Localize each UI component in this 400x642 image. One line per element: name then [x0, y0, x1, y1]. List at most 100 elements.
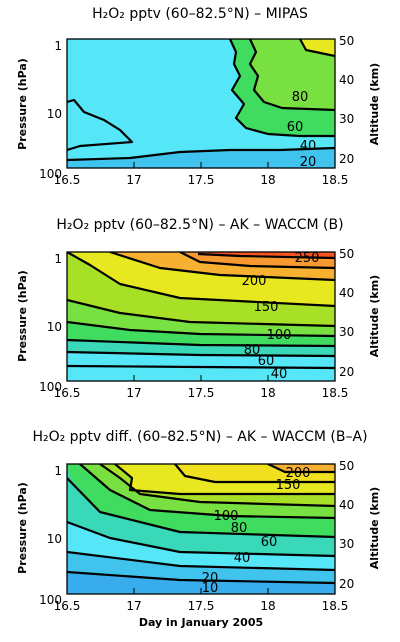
y2-tick-label: 40 [339, 73, 354, 87]
x-tick-label: 17.5 [188, 173, 215, 187]
contour-line [67, 320, 335, 338]
contour-line [67, 252, 335, 308]
contour-label: 20 [300, 155, 317, 170]
contour-label: 80 [244, 343, 261, 358]
x-tick-label: 18.5 [322, 173, 349, 187]
contour-label: 100 [214, 509, 239, 524]
y-tick-label: 100 [39, 593, 62, 607]
panel-title: H₂O₂ pptv (60–82.5°N) – AK – WACCM (B) [56, 217, 343, 233]
y-tick-label: 100 [39, 167, 62, 181]
contour-line [229, 39, 335, 138]
contour-label: 40 [300, 139, 317, 154]
x-tick-label: 17 [126, 173, 141, 187]
contour-line [67, 98, 134, 152]
x-tick-label: 17 [126, 599, 141, 613]
contour-line [67, 298, 335, 328]
contour-line [179, 252, 335, 270]
contour-fill-orange [268, 464, 335, 472]
contour-line [248, 39, 335, 112]
x-tick-label: 17 [126, 386, 141, 400]
panel-title: H₂O₂ pptv diff. (60–82.5°N) – AK – WACCM… [32, 429, 367, 445]
y2-tick-label: 50 [339, 459, 354, 473]
x-tick-label: 18 [260, 599, 275, 613]
y2-tick-label: 40 [339, 286, 354, 300]
contour-label: 200 [242, 274, 267, 289]
y2-axis-label: Altitude (km) [368, 63, 381, 145]
contour-line [299, 39, 335, 58]
panel-title: H₂O₂ pptv (60–82.5°N) – MIPAS [92, 6, 308, 22]
contour-label: 150 [276, 478, 301, 493]
x-tick-label: 17.5 [188, 386, 215, 400]
contour-label: 60 [287, 120, 304, 135]
contour-line [267, 464, 335, 474]
contour-label: 250 [295, 251, 320, 266]
x-tick-label: 16.5 [54, 386, 81, 400]
contour-label: 60 [258, 354, 275, 369]
contour-label: 80 [231, 521, 248, 536]
x-ticks [66, 588, 336, 594]
contour-line [67, 570, 335, 585]
y-tick-label: 1 [54, 464, 62, 478]
contour-line [67, 550, 335, 572]
y-tick-label: 10 [47, 532, 62, 546]
y2-tick-label: 40 [339, 498, 354, 512]
contour-line [67, 350, 335, 358]
x-tick-label: 16.5 [54, 173, 81, 187]
y-tick-label: 10 [47, 107, 62, 121]
contour-label: 40 [234, 551, 251, 566]
y2-axis-label: Altitude (km) [368, 487, 381, 569]
contour-fill-lightgreen [250, 39, 335, 110]
contour-line [67, 364, 335, 370]
x-tick-label: 17.5 [188, 599, 215, 613]
contour-label: 20 [202, 571, 219, 586]
y-tick-label: 1 [54, 39, 62, 53]
y-axis-label: Pressure (hPa) [16, 58, 29, 150]
y2-axis-label: Altitude (km) [368, 275, 381, 357]
contour-label: 150 [254, 300, 279, 315]
x-ticks [66, 162, 336, 168]
x-tick-label: 18.5 [322, 599, 349, 613]
y2-tick-label: 20 [339, 152, 354, 166]
y-axis-label: Pressure (hPa) [16, 270, 29, 362]
contour-label: 100 [267, 328, 292, 343]
panel-waccm-b: H₂O₂ pptv (60–82.5°N) – AK – WACCM (B) 2… [16, 217, 381, 400]
contour-line [174, 464, 335, 484]
contour-label: 80 [292, 90, 309, 105]
y-tick-label: 100 [39, 380, 62, 394]
y2-tick-label: 20 [339, 577, 354, 591]
contour-line [67, 146, 335, 162]
plot-area: 200 150 100 80 60 40 20 10 [67, 464, 335, 596]
x-tick-label: 16.5 [54, 599, 81, 613]
y-axis-label: Pressure (hPa) [16, 482, 29, 574]
y2-tick-label: 50 [339, 34, 354, 48]
y2-tick-label: 30 [339, 537, 354, 551]
y2-tick-label: 50 [339, 247, 354, 261]
y-tick-label: 10 [47, 320, 62, 334]
contour-label: 10 [202, 581, 219, 596]
y-tick-label: 1 [54, 252, 62, 266]
y2-tick-label: 20 [339, 365, 354, 379]
panel-mipas: H₂O₂ pptv (60–82.5°N) – MIPAS 80 60 40 2… [16, 6, 381, 187]
contour-line [67, 338, 335, 348]
contour-line [67, 520, 335, 558]
y2-tick-label: 30 [339, 112, 354, 126]
x-ticks [66, 375, 336, 381]
contour-label: 200 [286, 466, 311, 481]
x-tick-label: 18 [260, 386, 275, 400]
contour-line [99, 464, 335, 508]
x-axis-label: Day in January 2005 [139, 616, 263, 629]
panel-waccm-diff: H₂O₂ pptv diff. (60–82.5°N) – AK – WACCM… [16, 429, 381, 629]
contour-line [114, 464, 335, 496]
x-tick-label: 18.5 [322, 386, 349, 400]
plot-area: 250 200 150 100 80 60 40 [67, 251, 335, 382]
contour-line [67, 477, 335, 539]
contour-fill-yellow [300, 39, 335, 56]
contour-label: 40 [271, 367, 288, 382]
y2-tick-label: 30 [339, 325, 354, 339]
contour-line [109, 252, 335, 282]
contour-line [197, 252, 335, 260]
contour-line [79, 464, 335, 520]
plot-area: 80 60 40 20 [67, 39, 335, 170]
contour-label: 60 [261, 535, 278, 550]
